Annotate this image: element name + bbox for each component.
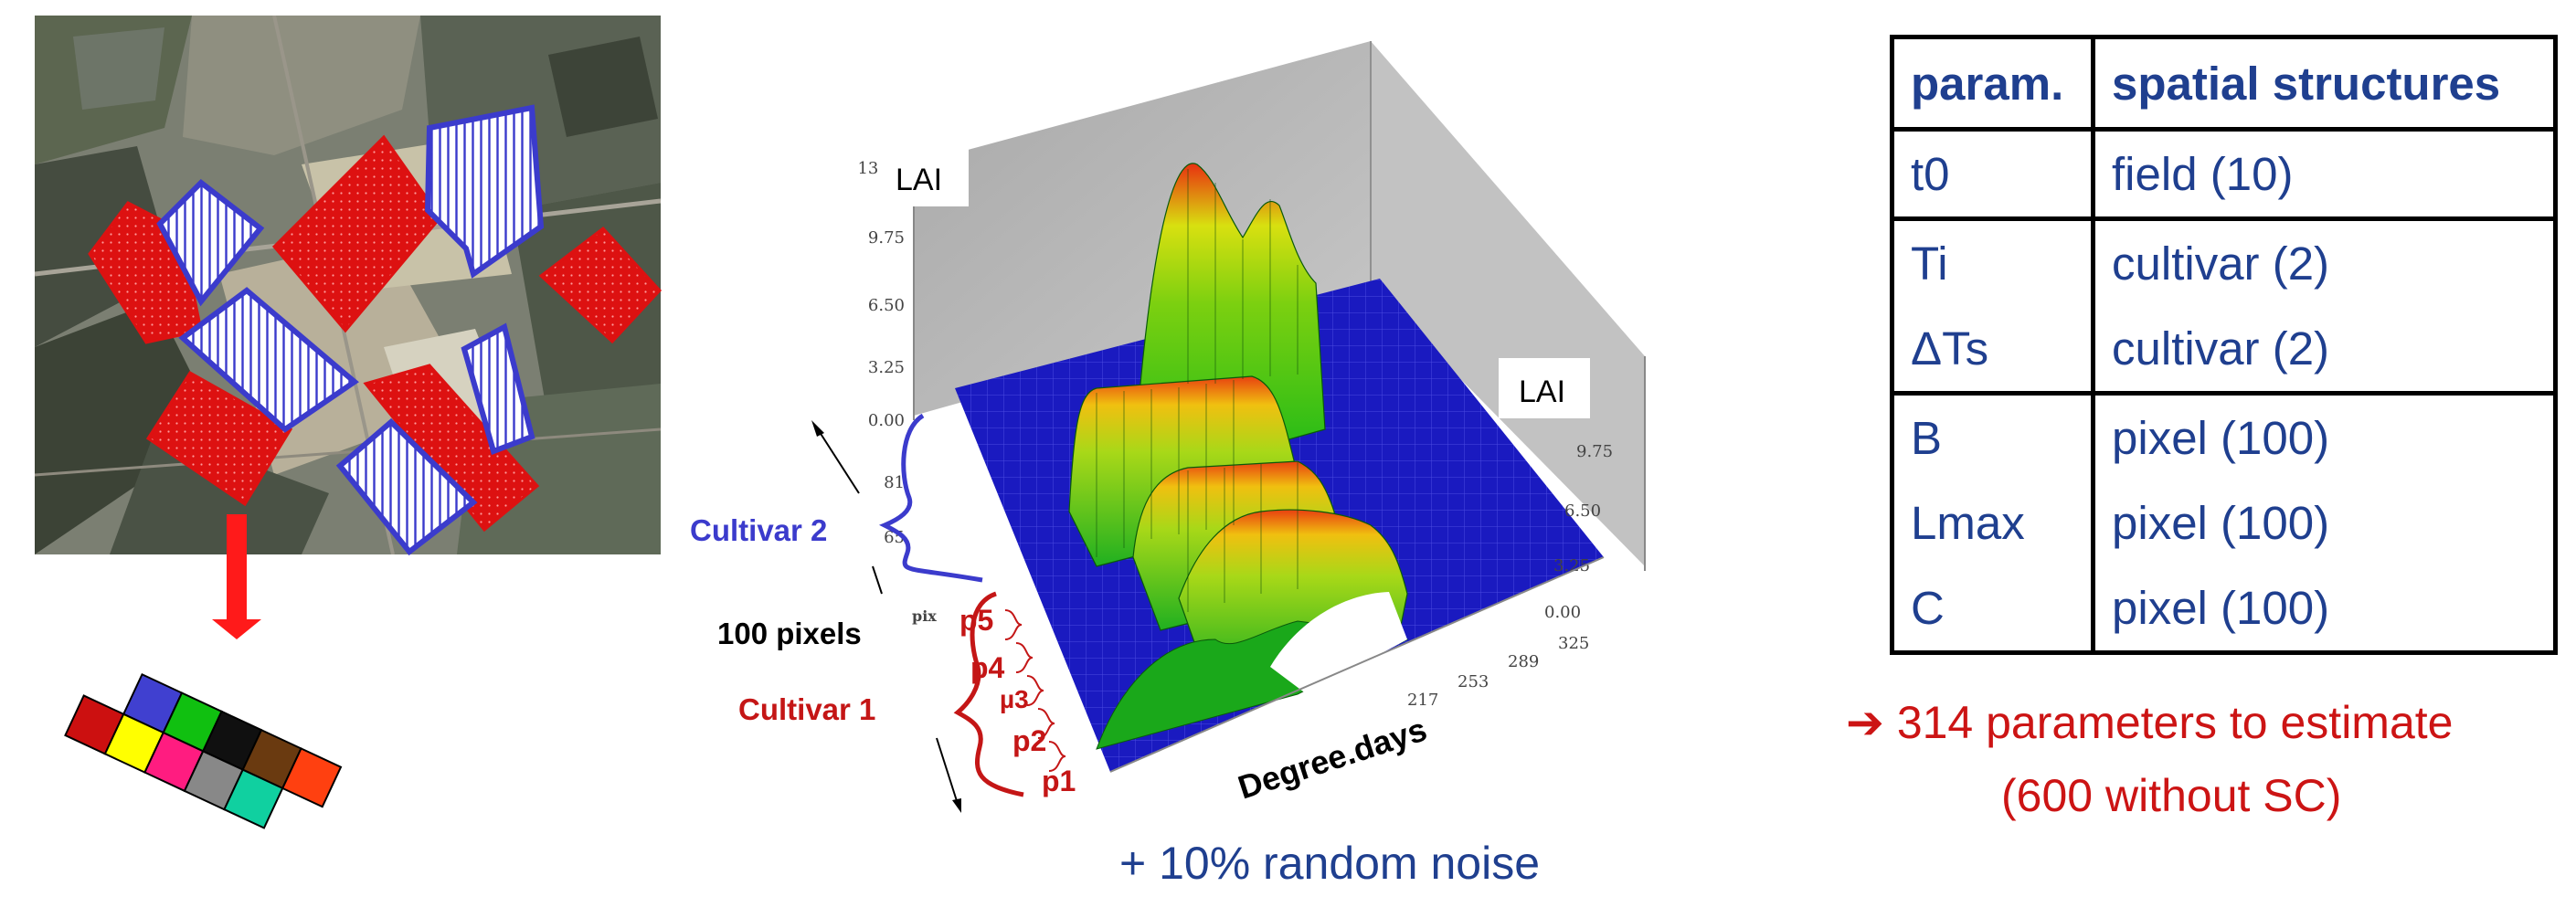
table-row: ΔTs cultivar (2) (1890, 306, 2558, 394)
table-header-row: param. spatial structures (1890, 35, 2558, 130)
pixel-marks: p5 p4 µ3 p2 p1 (959, 604, 1076, 797)
param-name: Lmax (1890, 480, 2095, 565)
z-tick-right: 6.50 (1564, 501, 1601, 521)
z-tick-right: 3.25 (1553, 556, 1590, 575)
param-name: Ti (1890, 216, 2095, 306)
header-param: param. (1890, 35, 2095, 130)
grid-cell (223, 768, 284, 829)
param-name: B (1890, 391, 2095, 480)
header-spatial-structures: spatial structures (2091, 35, 2558, 130)
pixel-mark: µ3 (1000, 685, 1029, 713)
x-tick: 217 (1407, 691, 1438, 710)
table-row: Ti cultivar (2) (1890, 216, 2558, 306)
pixels-label: 100 pixels (717, 617, 862, 650)
param-structure: cultivar (2) (2091, 306, 2558, 394)
z-tick-left: 0.00 (868, 411, 905, 430)
z-tick-left: 9.75 (868, 228, 905, 248)
param-structure: field (10) (2091, 127, 2558, 219)
right-arrow-icon: ➔ (1846, 697, 1884, 748)
param-structure: pixel (100) (2091, 565, 2558, 653)
x-axis-label: Degree.days (1234, 710, 1431, 806)
result-line-1: ➔ 314 parameters to estimate (1846, 696, 2453, 749)
pixel-mark: p1 (1042, 765, 1076, 797)
pixel-mark: p4 (970, 651, 1005, 684)
cultivar2-brace (878, 413, 983, 583)
pixel-extent-arrows (811, 420, 961, 813)
back-wall-left (914, 41, 1371, 416)
z-tick-left: 3.25 (868, 358, 905, 377)
param-structure: pixel (100) (2091, 480, 2558, 565)
aerial-map-panel (35, 16, 663, 829)
result-line-2: (600 without SC) (2001, 770, 2342, 821)
pixel-mark: p2 (1012, 724, 1046, 757)
lai-surface-plot: 13.00 9.75 6.50 3.25 0.00 LAI 81 65 pix … (690, 41, 1646, 813)
table-row: C pixel (100) (1890, 565, 2558, 653)
table-row: B pixel (100) (1890, 391, 2558, 480)
table-row: Lmax pixel (100) (1890, 480, 2558, 565)
pixel-axis-stub: pix (912, 607, 937, 625)
back-wall-right (1371, 41, 1645, 566)
z-axis-right: 9.75 6.50 3.25 0.00 (1544, 356, 1646, 622)
z-axis-label-right: LAI (1519, 375, 1565, 409)
pixel-grid (64, 672, 343, 829)
cultivar2-label: Cultivar 2 (690, 513, 827, 547)
x-tick: 289 (1508, 652, 1539, 671)
param-name: ΔTs (1890, 306, 2095, 394)
x-tick: 253 (1458, 672, 1489, 691)
z-tick-right: 0.00 (1544, 603, 1581, 622)
cultivar1-label: Cultivar 1 (738, 692, 875, 726)
lai-surface (1068, 163, 1409, 750)
z-axis-label-left: LAI (896, 163, 942, 197)
z-tick-left: 6.50 (868, 296, 905, 315)
x-axis: 325 289 253 217 (1109, 556, 1605, 773)
parameter-table: param. spatial structures t0 field (10) … (1890, 35, 2558, 655)
noise-caption: + 10% random noise (1119, 838, 1541, 889)
param-name: C (1890, 565, 2095, 653)
cultivar1-brace (953, 591, 1066, 797)
z-tick-right: 9.75 (1576, 442, 1613, 461)
pixel-tick: 81 (884, 473, 905, 492)
result-text: 314 parameters to estimate (1896, 697, 2454, 748)
cultivar2-fields (156, 104, 545, 556)
x-tick: 325 (1558, 634, 1589, 653)
table-row: t0 field (10) (1890, 127, 2558, 219)
pixel-mark: p5 (959, 604, 993, 637)
grid-cell (281, 747, 343, 808)
map-to-grid-arrow (212, 514, 261, 639)
param-name: t0 (1890, 127, 2095, 219)
param-structure: pixel (100) (2091, 391, 2558, 480)
param-structure: cultivar (2) (2091, 216, 2558, 306)
